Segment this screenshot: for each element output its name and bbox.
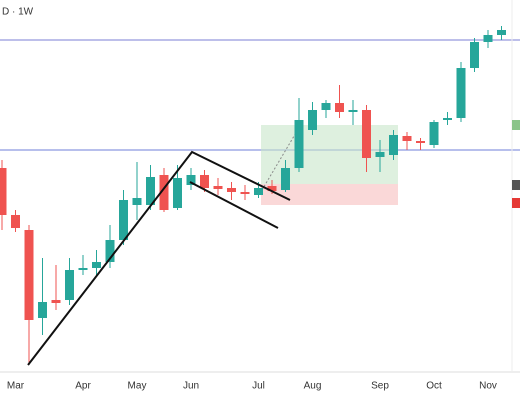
candle-body <box>173 178 182 208</box>
candle-body <box>416 141 425 143</box>
x-labels: Mar Apr May Jun Jul Aug Sep Oct Nov <box>7 381 497 392</box>
loss-zone <box>261 184 398 205</box>
candle-body <box>470 42 479 68</box>
candle-body <box>402 136 412 141</box>
candle-body <box>389 135 398 155</box>
chart-title: D · 1W <box>2 7 34 18</box>
trend-line <box>189 181 279 229</box>
candle-body <box>443 118 452 120</box>
candle-body <box>456 68 466 118</box>
candle-body <box>429 122 439 145</box>
candle-body <box>159 175 169 210</box>
candle-body <box>348 110 358 112</box>
candle-body <box>294 120 304 168</box>
candle-body <box>213 186 223 189</box>
candle-body <box>78 268 88 270</box>
candle-body <box>146 177 155 205</box>
candle-body <box>186 175 196 185</box>
price-tag <box>512 198 520 208</box>
candle-body <box>240 192 250 194</box>
candle-body <box>308 110 317 130</box>
candle-body <box>483 35 493 42</box>
candle-body <box>24 230 34 320</box>
candle-body <box>335 103 344 112</box>
candle-body <box>51 300 61 303</box>
candle-body <box>375 152 385 157</box>
candle-body <box>321 103 331 110</box>
x-tick-label: Jul <box>252 381 265 392</box>
candle-body <box>11 215 20 228</box>
x-tick-label: Oct <box>426 381 442 392</box>
x-tick-label: Apr <box>75 381 91 392</box>
x-tick-label: Sep <box>371 381 389 392</box>
candle-body <box>132 198 142 205</box>
x-tick-label: Nov <box>479 381 497 392</box>
candle-body <box>254 188 263 195</box>
position-line <box>261 125 301 191</box>
x-tick-label: Mar <box>7 381 25 392</box>
candle-body <box>38 302 47 318</box>
trend-line <box>27 150 291 366</box>
candle-body <box>497 30 506 35</box>
candle-body <box>105 240 115 262</box>
levels <box>0 39 520 151</box>
candle-body <box>227 188 236 192</box>
candle-body <box>119 200 128 240</box>
x-tick-label: Aug <box>304 381 322 392</box>
x-tick-label: Jun <box>183 381 199 392</box>
candle-body <box>267 186 277 191</box>
candle-body <box>65 270 74 300</box>
candle-body <box>362 110 371 158</box>
price-tag <box>512 180 520 190</box>
price-tag <box>512 120 520 130</box>
candle-body <box>92 262 101 268</box>
candle-body <box>0 168 7 215</box>
candle-body <box>200 175 209 188</box>
candles <box>0 26 506 365</box>
candle-body <box>281 168 290 190</box>
x-tick-label: May <box>128 381 147 392</box>
